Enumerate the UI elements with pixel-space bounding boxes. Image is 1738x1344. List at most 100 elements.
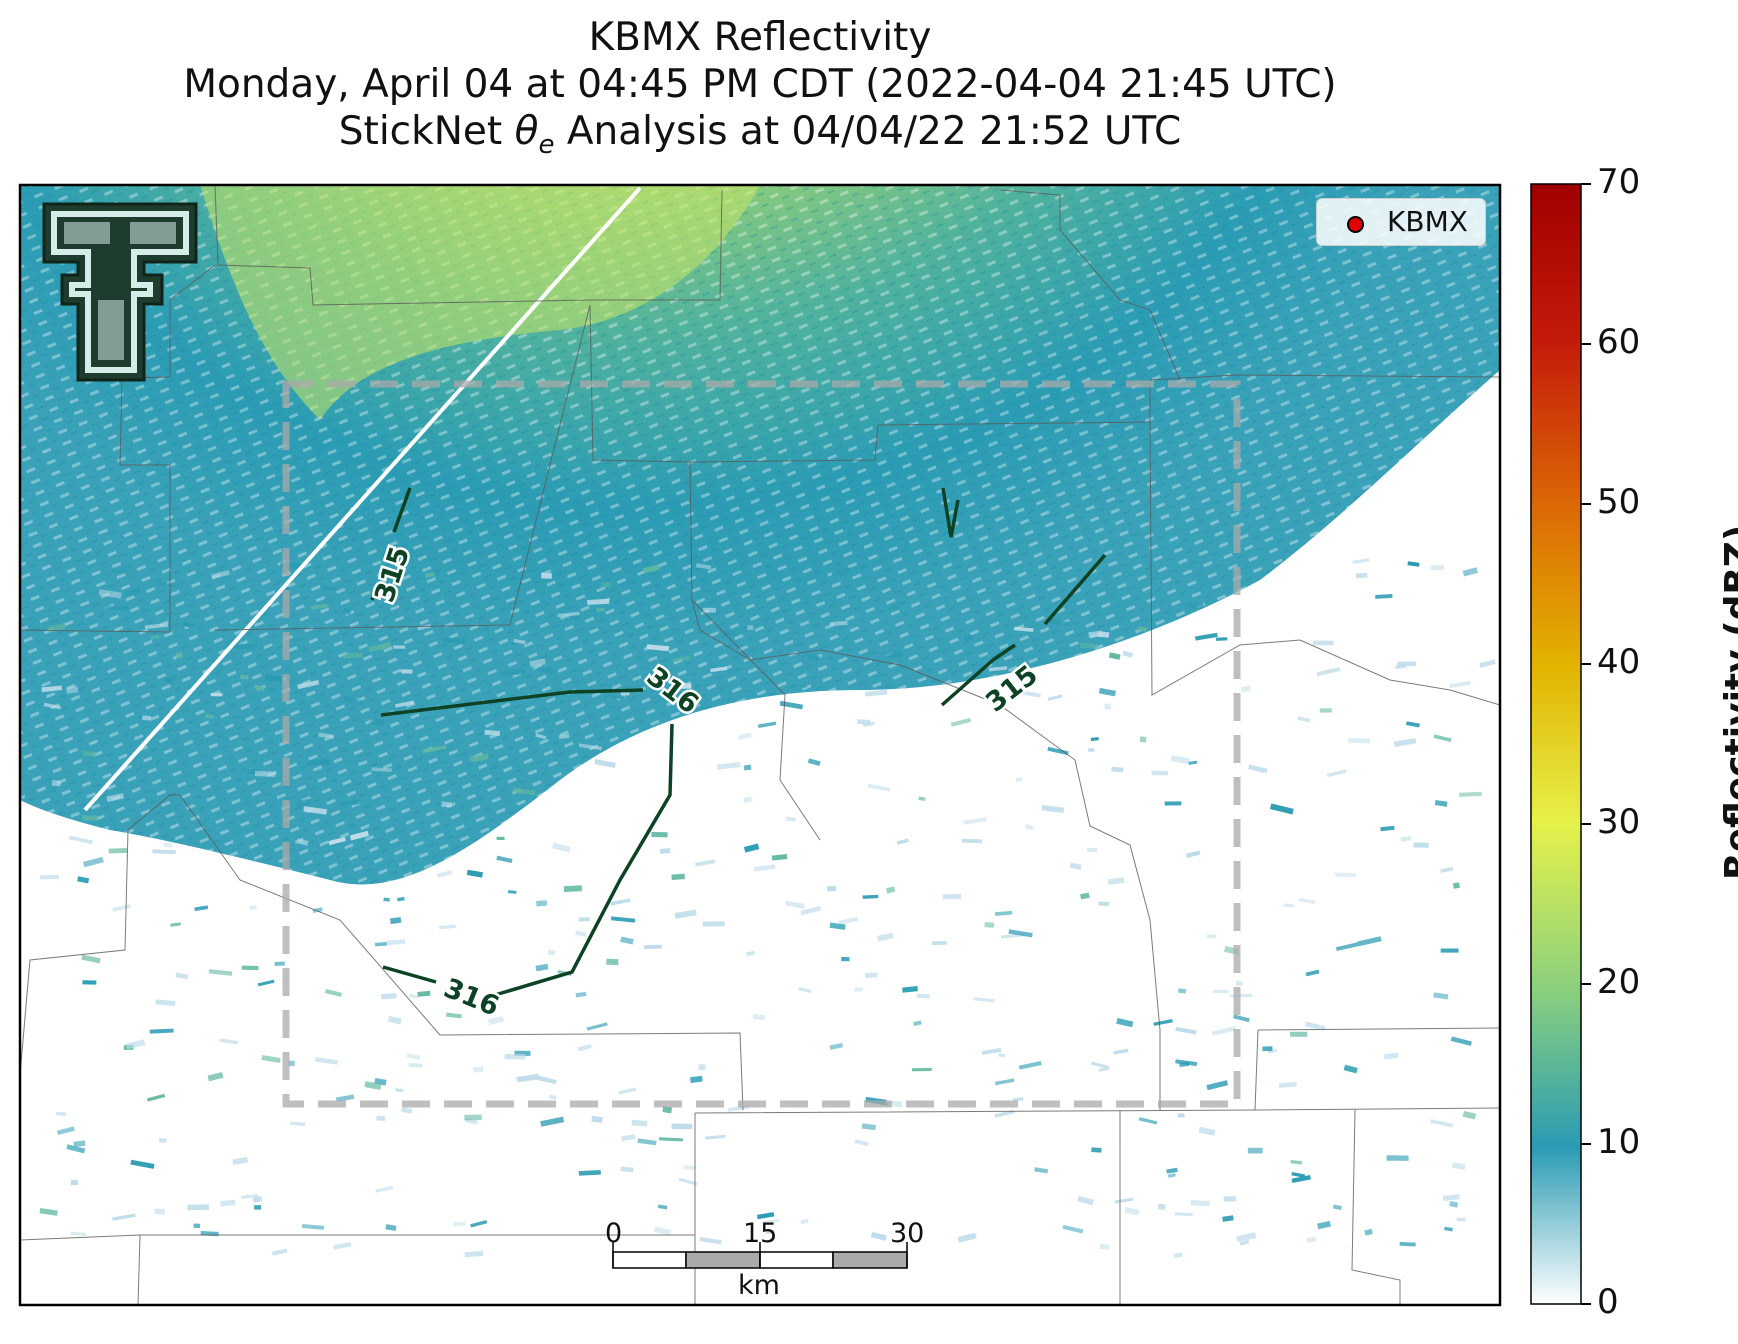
- echo-fleck: [70, 1231, 87, 1237]
- colorbar-tick-label: 70: [1597, 162, 1641, 202]
- echo-fleck: [916, 993, 930, 999]
- echo-fleck: [896, 838, 909, 845]
- echo-fleck: [328, 836, 346, 846]
- echo-fleck: [1211, 1025, 1237, 1036]
- echo-fleck: [756, 1212, 775, 1220]
- echo-fleck: [187, 1204, 210, 1211]
- echo-fleck: [746, 950, 755, 957]
- echo-fleck: [594, 758, 616, 768]
- legend-box: KBMX: [1316, 198, 1486, 246]
- echo-fleck: [529, 658, 546, 668]
- theta-symbol: θ: [514, 109, 539, 154]
- echo-fleck: [578, 917, 590, 922]
- echo-fleck: [620, 936, 634, 945]
- echo-fleck: [1138, 1117, 1158, 1125]
- colorbar-tick-label: 10: [1597, 1122, 1641, 1162]
- echo-fleck: [867, 783, 891, 792]
- echo-fleck: [302, 1224, 325, 1230]
- echo-fleck: [1098, 901, 1110, 907]
- echo-fleck: [913, 1020, 922, 1027]
- echo-fleck: [743, 796, 753, 803]
- echo-fleck: [296, 798, 312, 807]
- echo-fleck: [1137, 626, 1148, 632]
- echo-fleck: [984, 922, 995, 928]
- echo-fleck: [364, 1081, 382, 1090]
- echo-fleck: [1407, 561, 1420, 567]
- kbmx-radar-marker-icon: [1347, 216, 1364, 233]
- echo-fleck: [1298, 898, 1316, 905]
- echo-fleck: [557, 611, 580, 618]
- echo-fleck: [271, 1248, 288, 1256]
- echo-fleck: [1122, 650, 1134, 658]
- map-panel: 315 316 316 315: [20, 185, 1500, 1305]
- echo-fleck: [657, 1204, 668, 1210]
- texas-tech-logo-icon: [42, 202, 198, 382]
- echo-fleck: [1223, 1196, 1237, 1202]
- echo-fleck: [1139, 736, 1147, 743]
- echo-fleck: [547, 949, 556, 956]
- echo-fleck: [125, 1039, 146, 1050]
- echo-fleck: [1187, 603, 1204, 609]
- echo-fleck: [1179, 1061, 1190, 1068]
- echo-fleck: [288, 1060, 296, 1067]
- echo-fleck: [1166, 1167, 1178, 1174]
- echo-fleck: [1015, 777, 1023, 782]
- title-datetime: Monday, April 04 at 04:45 PM CDT (2022-0…: [183, 62, 1337, 107]
- echo-fleck: [1014, 626, 1034, 632]
- echo-fleck: [829, 620, 848, 627]
- echo-fleck: [325, 989, 343, 997]
- echo-fleck: [446, 1012, 462, 1019]
- echo-fleck: [335, 1094, 355, 1102]
- echo-fleck: [1442, 1193, 1460, 1202]
- echo-fleck: [182, 621, 195, 629]
- echo-fleck: [389, 917, 402, 925]
- echo-fleck: [152, 849, 176, 855]
- echo-fleck: [1452, 882, 1461, 889]
- echo-fleck: [408, 993, 418, 999]
- echo-fleck: [1380, 825, 1395, 832]
- echo-fleck: [577, 1043, 592, 1052]
- echo-fleck: [882, 650, 903, 659]
- echo-fleck: [310, 603, 328, 610]
- echo-fleck: [374, 941, 388, 947]
- echo-fleck: [144, 623, 169, 630]
- scale-bar: [612, 1242, 908, 1269]
- echo-fleck: [610, 898, 631, 906]
- echo-fleck: [575, 930, 587, 938]
- echo-fleck: [1177, 1113, 1185, 1118]
- echo-fleck: [261, 1054, 281, 1064]
- echo-fleck: [1433, 734, 1452, 743]
- echo-fleck: [383, 897, 390, 902]
- echo-fleck: [1383, 1052, 1399, 1060]
- echo-fleck: [473, 1066, 484, 1073]
- echo-fleck: [297, 838, 309, 846]
- echo-fleck: [994, 1078, 1015, 1086]
- echo-fleck: [401, 669, 413, 674]
- echo-fleck: [82, 815, 98, 821]
- colorbar-title: Reflectivity (dBZ): [1718, 524, 1738, 880]
- echo-fleck: [540, 1116, 565, 1127]
- echo-fleck: [1267, 1048, 1278, 1054]
- echo-fleck: [66, 1144, 86, 1154]
- echo-fleck: [1319, 708, 1332, 713]
- echo-fleck: [1188, 760, 1198, 765]
- echo-fleck: [254, 1205, 262, 1210]
- echo-fleck: [315, 1057, 339, 1065]
- echo-fleck: [1247, 1147, 1263, 1154]
- echo-fleck: [56, 1111, 66, 1116]
- echo-fleck: [208, 969, 233, 976]
- echo-fleck: [385, 1224, 397, 1232]
- echo-fleck: [1212, 989, 1229, 994]
- echo-fleck: [752, 1013, 766, 1021]
- echo-fleck: [911, 1067, 932, 1072]
- echo-fleck: [548, 1094, 557, 1100]
- echo-fleck: [112, 1213, 136, 1221]
- echo-fleck: [942, 893, 961, 900]
- echo-fleck: [765, 1229, 775, 1234]
- echo-fleck: [1090, 1061, 1109, 1069]
- echo-fleck: [40, 874, 60, 880]
- echo-fleck: [254, 684, 265, 691]
- echo-fleck: [672, 655, 691, 663]
- echo-fleck: [1393, 737, 1417, 748]
- echo-fleck: [441, 801, 452, 808]
